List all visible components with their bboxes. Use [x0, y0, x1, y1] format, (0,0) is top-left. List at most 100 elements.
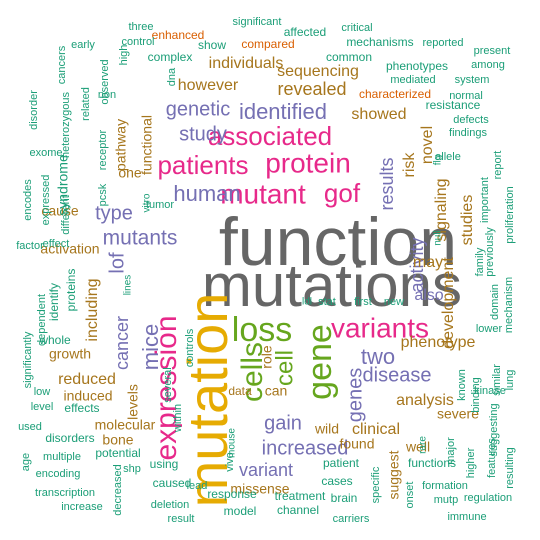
- word-cells: cells: [236, 342, 269, 402]
- word-data: data: [228, 384, 252, 398]
- word-activation: activation: [40, 241, 99, 257]
- word-shp: shp: [123, 463, 141, 475]
- word-new: new: [384, 296, 404, 308]
- word-carriers: carriers: [333, 513, 370, 525]
- word-can: can: [265, 383, 288, 399]
- word-exome: exome: [29, 147, 62, 159]
- word-novel: novel: [419, 126, 436, 164]
- word-expression: expression: [150, 315, 183, 460]
- word-response: response: [207, 487, 257, 501]
- word-potential: potential: [95, 446, 140, 460]
- word-kinase: kinase: [474, 385, 506, 397]
- word-tumor: tumor: [146, 199, 174, 211]
- word-critical: critical: [341, 22, 372, 34]
- word-whole: whole: [38, 333, 71, 347]
- word-null: null: [433, 230, 444, 246]
- word-wild: wild: [314, 421, 339, 437]
- word-reported: reported: [423, 37, 464, 49]
- word-cell: cell: [271, 350, 298, 386]
- word-functions: functions: [408, 456, 456, 470]
- word-however: however: [178, 77, 239, 94]
- word-encodes: encodes: [22, 179, 34, 221]
- word-specific: specific: [370, 466, 382, 503]
- word-two: two: [361, 344, 395, 369]
- word-dna: dna: [166, 67, 178, 86]
- word-factor: factor: [16, 240, 44, 252]
- word-analysis: analysis: [396, 392, 454, 409]
- word-gene: gene: [301, 324, 339, 400]
- word-genetic: genetic: [166, 98, 231, 120]
- word-major: major: [445, 437, 457, 465]
- word-effects: effects: [64, 401, 99, 415]
- word-identified: identified: [239, 99, 327, 124]
- word-multiple: multiple: [43, 451, 81, 463]
- word-gof: gof: [324, 178, 361, 208]
- word-identify: identify: [47, 283, 61, 321]
- word-individuals: individuals: [209, 55, 284, 72]
- word-increased: increased: [262, 437, 349, 459]
- word-domain: domain: [489, 284, 501, 320]
- word-binding: binding: [470, 377, 482, 412]
- word-study: study: [179, 123, 227, 145]
- word-results: results: [377, 157, 397, 210]
- word-observed: observed: [99, 59, 111, 104]
- word-features: features: [486, 438, 498, 478]
- word-present: present: [474, 45, 511, 57]
- word-receptor: receptor: [97, 129, 109, 170]
- word-model: model: [224, 504, 257, 518]
- word-resistance: resistance: [426, 98, 481, 112]
- word-genes: genes: [344, 368, 366, 423]
- word-proliferation: proliferation: [504, 186, 516, 243]
- word-sequencing: sequencing: [277, 63, 359, 80]
- word-rare: rare: [418, 436, 429, 454]
- word-ldl: ldl: [302, 297, 312, 308]
- word-cancer: cancer: [112, 316, 132, 370]
- word-human: human: [173, 181, 240, 206]
- word-pcsk: pcsk: [97, 183, 109, 206]
- word-risk: risk: [401, 152, 418, 178]
- word-missense: missense: [230, 481, 289, 497]
- word-caused: caused: [153, 476, 192, 490]
- word-patients: patients: [157, 150, 248, 180]
- word-several: several: [162, 367, 174, 402]
- word-related: related: [80, 87, 92, 121]
- word-regulation: regulation: [464, 492, 512, 504]
- word-encoding: encoding: [36, 468, 81, 480]
- word-high: high: [118, 45, 130, 66]
- word-severe: severe: [437, 406, 479, 422]
- word-common: common: [326, 50, 372, 64]
- word-non: non: [98, 89, 116, 101]
- word-level: level: [31, 401, 54, 413]
- word-lof: lof: [106, 252, 128, 274]
- word-phenotype: phenotype: [401, 334, 476, 351]
- word-studies: studies: [459, 195, 476, 246]
- word-first: first: [354, 296, 372, 308]
- word-bone: bone: [102, 432, 133, 448]
- word-using: using: [150, 457, 179, 471]
- word-affected: affected: [284, 25, 326, 39]
- word-lead: lead: [187, 480, 208, 492]
- word-activity: activity: [407, 237, 427, 292]
- word-including: including: [84, 278, 101, 341]
- word-controls: controls: [184, 328, 196, 367]
- word-formation: formation: [422, 480, 468, 492]
- word-enhanced: enhanced: [152, 28, 205, 42]
- word-deletion: deletion: [151, 499, 190, 511]
- word-mutant: mutant: [220, 178, 306, 209]
- word-one: one: [118, 165, 142, 181]
- word-associated: associated: [208, 121, 332, 151]
- word-important: important: [479, 177, 491, 223]
- word-disorders: disorders: [45, 431, 94, 445]
- word-found: found: [339, 436, 374, 452]
- word-resulting: resulting: [504, 447, 516, 489]
- word-syndrome: syndrome: [55, 154, 71, 216]
- word-onset: onset: [404, 482, 416, 509]
- word-known: known: [456, 369, 468, 401]
- word-decreased: decreased: [112, 464, 124, 515]
- word-role: role: [259, 345, 275, 369]
- word-cancers: cancers: [56, 45, 68, 84]
- word-immune: immune: [447, 511, 486, 523]
- word-stat: stat: [318, 296, 336, 308]
- word-previously: previously: [484, 227, 496, 277]
